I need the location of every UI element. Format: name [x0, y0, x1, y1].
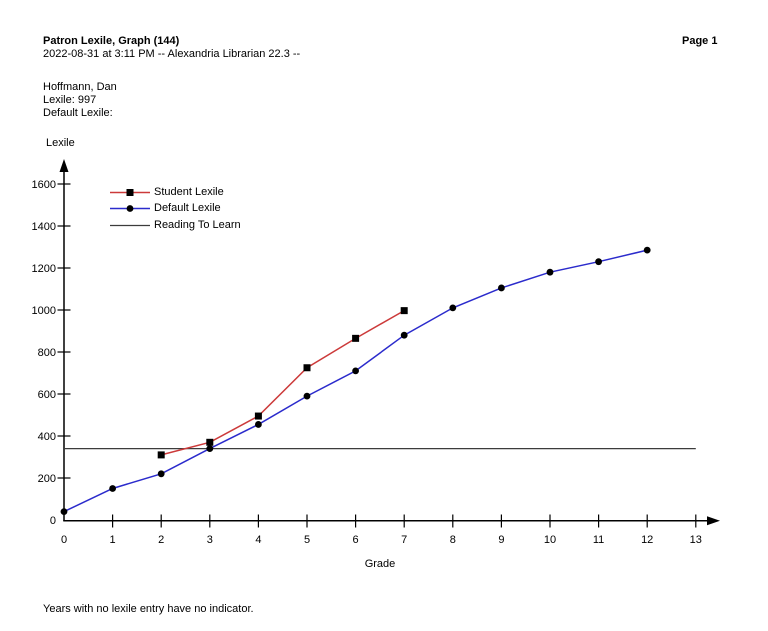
- default-lexile-line: [63, 249, 648, 513]
- default-lexile-marker: [157, 470, 165, 478]
- default-lexile-marker: [400, 331, 408, 339]
- x-tick-label: 6: [353, 534, 359, 546]
- y-tick-label: 200: [38, 473, 56, 485]
- legend-label-default-lexile: Default Lexile: [154, 202, 221, 215]
- y-tick-label: 1200: [32, 263, 56, 275]
- reading-to-learn-swatch: [110, 224, 150, 226]
- y-tick-label: 0: [50, 515, 56, 527]
- legend-label-student-lexile: Student Lexile: [154, 185, 224, 198]
- x-tick-label: 7: [401, 534, 407, 546]
- default-lexile-marker: [60, 508, 68, 515]
- x-tick-label: 5: [304, 534, 310, 546]
- y-tick-label: 800: [38, 347, 56, 359]
- legend-label-reading-to-learn: Reading To Learn: [154, 218, 241, 231]
- default-lexile-marker: [206, 445, 214, 452]
- report-title: Patron Lexile, Graph (144): [43, 35, 180, 47]
- student-lexile-marker: [303, 364, 311, 372]
- report-subtitle: 2022-08-31 at 3:11 PM -- Alexandria Libr…: [43, 48, 301, 60]
- x-axis-arrow-icon: [707, 516, 720, 526]
- x-tick-label: 13: [690, 534, 702, 546]
- page-number: Page 1: [682, 35, 718, 47]
- default-lexile-marker: [109, 485, 116, 492]
- x-tick-label: 2: [158, 534, 164, 546]
- default-lexile-marker: [255, 421, 262, 428]
- x-tick-label: 12: [641, 534, 653, 546]
- default-lexile-marker: [643, 246, 651, 254]
- x-axis-title: Grade: [364, 558, 396, 570]
- chart-legend: Student Lexile Default Lexile Reading To…: [110, 184, 241, 234]
- default-lexile-marker: [498, 284, 505, 292]
- y-tick-label: 600: [38, 389, 56, 401]
- student-lexile-swatch: [110, 188, 150, 196]
- legend-item-reading-to-learn: Reading To Learn: [110, 217, 241, 234]
- patron-default-lexile-value: Default Lexile:: [43, 107, 113, 119]
- student-lexile-marker: [206, 438, 214, 446]
- y-tick-label: 1600: [32, 179, 56, 191]
- x-tick-label: 11: [593, 534, 604, 546]
- student-lexile-marker: [157, 451, 165, 459]
- square-marker-icon: [126, 188, 134, 196]
- x-tick-label: 10: [544, 534, 556, 546]
- x-tick-label: 8: [450, 534, 456, 546]
- x-tick-label: 0: [61, 534, 67, 546]
- y-tick-label: 1000: [32, 305, 56, 317]
- patron-name: Hoffmann, Dan: [43, 81, 117, 93]
- patron-lexile-value: Lexile: 997: [43, 94, 97, 106]
- default-lexile-marker: [595, 258, 602, 266]
- x-tick-label: 1: [110, 534, 116, 546]
- circle-marker-icon: [126, 205, 134, 213]
- footer-note: Years with no lexile entry have no indic…: [43, 603, 254, 615]
- legend-item-default-lexile: Default Lexile: [110, 201, 241, 218]
- student-lexile-marker: [400, 307, 408, 315]
- legend-item-student-lexile: Student Lexile: [110, 184, 241, 201]
- y-axis-title: Lexile: [46, 137, 75, 149]
- x-tick-label: 3: [207, 534, 213, 546]
- x-tick-label: 4: [255, 534, 261, 546]
- default-lexile-marker: [303, 392, 311, 400]
- default-lexile-marker: [546, 268, 554, 276]
- default-lexile-swatch: [110, 205, 150, 213]
- student-lexile-marker: [352, 334, 360, 342]
- default-lexile-marker: [352, 367, 359, 375]
- y-axis-arrow-icon: [59, 159, 69, 172]
- student-lexile-marker: [254, 412, 262, 420]
- y-tick-label: 1400: [32, 221, 56, 233]
- x-tick-label: 9: [498, 534, 504, 546]
- y-tick-label: 400: [38, 431, 56, 443]
- student-lexile-line: [161, 309, 405, 456]
- default-lexile-marker: [449, 304, 457, 312]
